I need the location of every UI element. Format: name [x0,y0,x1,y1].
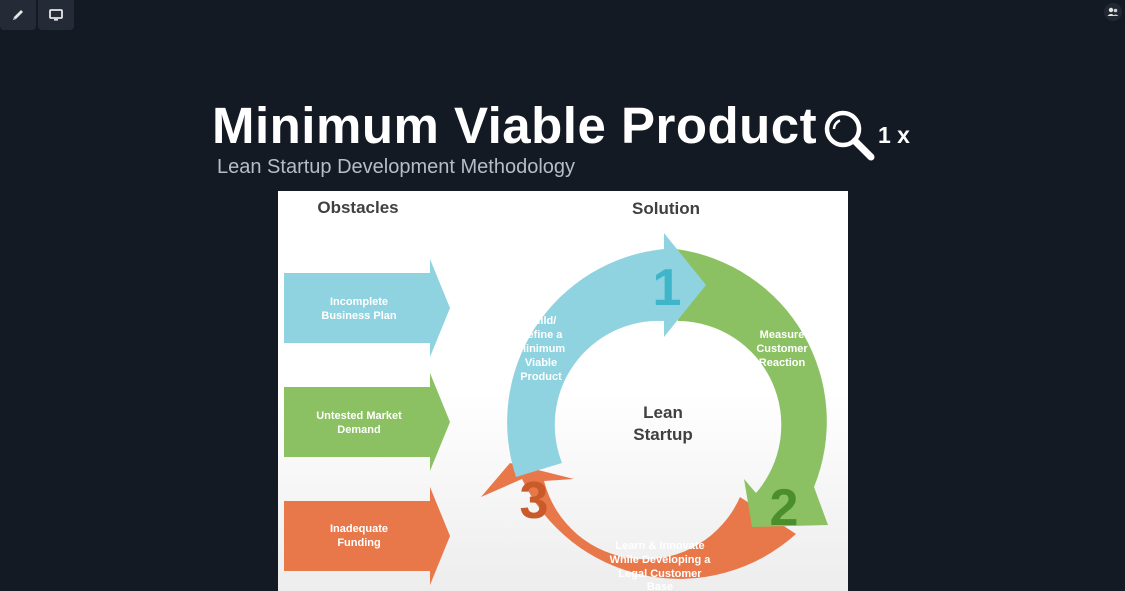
obstacle-label: Demand [337,424,380,436]
cycle-segment-measure [676,249,828,527]
obstacle-arrow-business-plan: Incomplete Business Plan [284,259,450,357]
step3-text-line: Legal Customer [618,568,702,580]
obstacles-heading: Obstacles [317,198,398,217]
participants-button[interactable] [1103,2,1123,22]
zoom-control[interactable]: 1 x [822,108,910,162]
zoom-level: 1 x [878,121,910,148]
cycle-segment-build [507,233,706,477]
slide-subtitle: Lean Startup Development Methodology [217,156,576,178]
obstacle-arrow-market-demand: Untested Market Demand [284,373,450,471]
lean-startup-diagram: Obstacles Solution Incomplete Business P… [278,191,848,591]
solution-heading: Solution [632,199,700,218]
users-icon [1104,3,1122,21]
step3-text-line: Learn & Innovate [615,540,704,552]
step1-text-line: Viable [525,357,557,369]
cycle-segment-learn [481,463,796,579]
step3-text-line: Base [647,581,673,591]
step1-text-line: Refine a [520,329,564,341]
step-number-2: 2 [770,479,799,537]
step1-text-line: Build/ [526,315,557,327]
obstacle-label: Funding [337,537,380,549]
pen-icon [13,10,23,20]
obstacle-label: Inadequate [330,523,388,535]
magnifier-icon [824,110,875,161]
obstacle-label: Incomplete [330,296,388,308]
center-label-line2: Startup [633,425,693,444]
screen-share-button[interactable] [38,0,74,30]
step3-text-line: While Developing a [610,554,712,566]
step1-text-line: Minimum [517,343,565,355]
obstacle-label: Business Plan [321,310,396,322]
step2-text-line: Reaction [759,357,806,369]
step-number-3: 3 [520,472,549,530]
pen-tool-button[interactable] [0,0,36,30]
slide-title: Minimum Viable Product [212,97,818,154]
step2-text-line: Measure [760,329,805,341]
step1-text-line: Product [520,371,562,383]
center-label-line1: Lean [643,403,683,422]
step-number-1: 1 [653,259,682,317]
screen-icon [49,9,63,21]
step2-text-line: Customer [756,343,808,355]
obstacle-label: Untested Market [316,410,402,422]
obstacle-arrow-funding: Inadequate Funding [284,487,450,585]
